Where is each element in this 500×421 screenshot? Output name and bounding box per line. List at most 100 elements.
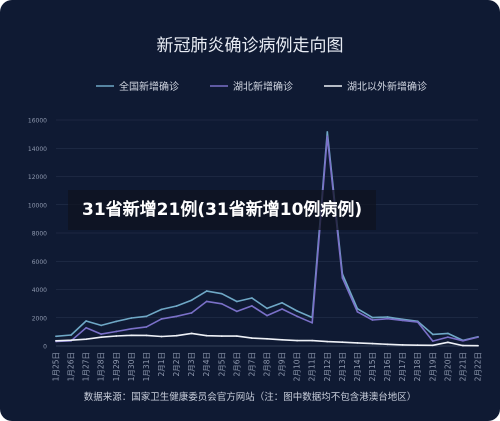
- y-axis: 0 2000 4000 6000 8000 10000 12000 14000 16000: [28, 118, 47, 351]
- data-point: [326, 135, 329, 138]
- data-point: [145, 315, 148, 318]
- y-tick-label: 14000: [28, 146, 47, 153]
- data-point: [431, 344, 434, 347]
- series-line-1: [55, 135, 479, 343]
- x-tick-label: 2月20日: [443, 352, 452, 381]
- data-point: [100, 324, 103, 327]
- data-point: [356, 310, 359, 313]
- x-tick-label: 2月14日: [353, 352, 362, 381]
- x-tick-label: 2月6日: [232, 352, 241, 377]
- data-point: [341, 277, 344, 279]
- data-point: [55, 335, 57, 338]
- data-point: [386, 316, 389, 318]
- data-point: [311, 321, 314, 324]
- data-point: [386, 343, 389, 346]
- x-tick-label: 2月18日: [413, 352, 422, 381]
- data-point: [371, 319, 374, 321]
- data-point: [175, 305, 178, 307]
- x-tick-label: 2月8日: [263, 352, 272, 377]
- data-point: [251, 337, 253, 339]
- data-point: [356, 341, 359, 344]
- data-point: [462, 339, 464, 342]
- data-point: [281, 308, 283, 310]
- x-tick-label: 1月29日: [112, 352, 121, 381]
- x-tick-label: 2月9日: [278, 352, 287, 377]
- data-point: [130, 334, 133, 337]
- y-tick-label: 4000: [32, 287, 47, 294]
- x-tick-label: 2月1日: [157, 352, 166, 377]
- data-point: [160, 308, 163, 311]
- x-tick-label: 2月11日: [308, 352, 317, 381]
- x-tick-label: 2月4日: [202, 352, 211, 377]
- data-point: [235, 300, 238, 303]
- data-point: [130, 327, 133, 330]
- overlay-headline: 31省新增21例(31省新增10例病例): [68, 190, 377, 230]
- data-point: [175, 334, 178, 337]
- data-point: [296, 315, 299, 318]
- data-point: [296, 310, 299, 312]
- x-tick-label: 2月2日: [172, 352, 181, 377]
- data-point: [416, 344, 419, 347]
- data-point: [251, 304, 253, 307]
- data-point: [266, 337, 268, 340]
- data-point: [341, 341, 344, 344]
- data-point: [190, 299, 193, 302]
- legend-label: 全国新增确诊: [119, 80, 179, 93]
- x-axis: 1月25日 1月26日 1月27日 1月28日 1月29日 1月30日 1月31日 2月1日 2…: [52, 352, 483, 381]
- data-point: [296, 339, 299, 342]
- data-point: [371, 342, 374, 345]
- data-point: [235, 335, 238, 338]
- x-tick-label: 2月22日: [474, 352, 483, 381]
- x-tick-label: 2月21日: [458, 352, 467, 381]
- series-lines: [55, 131, 479, 347]
- x-tick-label: 2月10日: [293, 352, 302, 381]
- data-point: [311, 339, 314, 342]
- data-point: [205, 290, 208, 292]
- data-point: [115, 335, 118, 337]
- data-point: [115, 320, 118, 323]
- x-tick-label: 2月13日: [338, 352, 347, 381]
- data-point: [431, 333, 434, 336]
- data-point: [477, 344, 479, 347]
- data-point: [220, 292, 223, 295]
- data-point: [401, 343, 404, 346]
- x-tick-label: 1月25日: [52, 352, 61, 381]
- x-tick-label: 2月19日: [428, 352, 437, 381]
- data-point: [145, 326, 148, 328]
- x-tick-label: 1月26日: [67, 352, 76, 381]
- data-point: [281, 301, 283, 304]
- data-point: [416, 321, 419, 324]
- data-point: [431, 340, 434, 342]
- data-point: [220, 302, 223, 305]
- data-point: [85, 326, 88, 329]
- data-point: [160, 317, 163, 320]
- data-point: [100, 333, 103, 336]
- data-point: [190, 332, 193, 335]
- data-point: [281, 338, 283, 341]
- data-point: [70, 339, 72, 342]
- data-point: [266, 314, 268, 317]
- y-tick-label: 16000: [28, 118, 47, 125]
- data-point: [326, 340, 329, 343]
- data-point: [115, 330, 118, 333]
- data-point: [55, 339, 57, 342]
- x-tick-label: 2月7日: [247, 352, 256, 377]
- x-tick-label: 1月27日: [82, 352, 91, 381]
- x-tick-label: 1月30日: [127, 352, 136, 381]
- y-tick-label: 2000: [32, 315, 47, 322]
- data-point: [205, 334, 208, 337]
- data-point: [235, 310, 238, 313]
- source-note: 数据来源：国家卫生健康委员会官方网站（注：图中数据均不包含港澳台地区）: [84, 391, 417, 403]
- data-point: [160, 335, 163, 338]
- data-point: [190, 312, 193, 314]
- data-point: [371, 316, 374, 319]
- y-tick-label: 12000: [28, 174, 47, 181]
- x-tick-label: 2月5日: [217, 352, 226, 377]
- data-point: [145, 334, 148, 337]
- data-point: [205, 300, 208, 303]
- data-point: [85, 338, 88, 341]
- data-point: [175, 315, 178, 318]
- data-point: [386, 317, 389, 320]
